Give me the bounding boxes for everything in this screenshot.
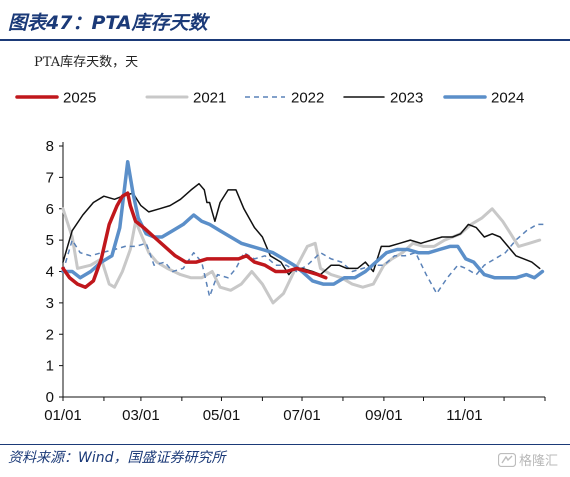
x-tick-label: 07/01 bbox=[283, 407, 321, 420]
y-unit-label: PTA库存天数，天 bbox=[34, 55, 139, 70]
footer-rule bbox=[0, 444, 570, 445]
series-line-2022 bbox=[62, 223, 545, 298]
x-tick-label: 09/01 bbox=[365, 407, 403, 420]
y-tick-label: 8 bbox=[46, 138, 54, 155]
pta-inventory-line-chart: 2025 2021 2022 2023 2024 0 1 2 3 4 5 6 7 8 01/01 03/01… bbox=[15, 90, 546, 420]
watermark-icon bbox=[497, 452, 517, 468]
watermark-logo: 格隆汇 bbox=[497, 450, 558, 469]
y-tick-label: 4 bbox=[46, 264, 54, 281]
y-tick-label: 1 bbox=[46, 358, 54, 375]
x-tick-label: 03/01 bbox=[122, 407, 160, 420]
y-tick-label: 0 bbox=[46, 389, 54, 406]
legend-label-2022: 2022 bbox=[291, 90, 324, 107]
series-line-2025 bbox=[61, 191, 328, 289]
header-rule bbox=[0, 39, 570, 41]
legend-label-2025: 2025 bbox=[63, 90, 96, 107]
y-tick-label: 3 bbox=[46, 295, 54, 312]
legend-label-2024: 2024 bbox=[491, 90, 524, 107]
x-tick-label: 01/01 bbox=[44, 407, 82, 420]
x-tick-label: 05/01 bbox=[203, 407, 241, 420]
figure-title: 图表47：PTA库存天数 bbox=[8, 12, 208, 34]
y-tick-label: 6 bbox=[46, 201, 54, 218]
series-line-2024 bbox=[61, 159, 545, 286]
chart-axes: 0 1 2 3 4 5 6 7 8 01/01 03/01 05/01 07/01 09/01 11/01 bbox=[44, 138, 546, 420]
chart-series bbox=[61, 159, 545, 305]
source-note: 资料来源：Wind，国盛证券研究所 bbox=[8, 450, 226, 466]
legend-label-2021: 2021 bbox=[193, 90, 226, 107]
watermark-text: 格隆汇 bbox=[518, 454, 558, 469]
figure-header: 图表47：PTA库存天数 bbox=[0, 0, 570, 40]
x-tick-label: 11/01 bbox=[446, 407, 482, 420]
y-tick-label: 2 bbox=[46, 326, 54, 343]
y-tick-label: 7 bbox=[46, 169, 54, 186]
chart-legend: 2025 2021 2022 2023 2024 bbox=[15, 90, 524, 107]
y-tick-label: 5 bbox=[46, 232, 54, 249]
series-line-2021 bbox=[61, 207, 542, 305]
legend-label-2023: 2023 bbox=[390, 90, 423, 107]
